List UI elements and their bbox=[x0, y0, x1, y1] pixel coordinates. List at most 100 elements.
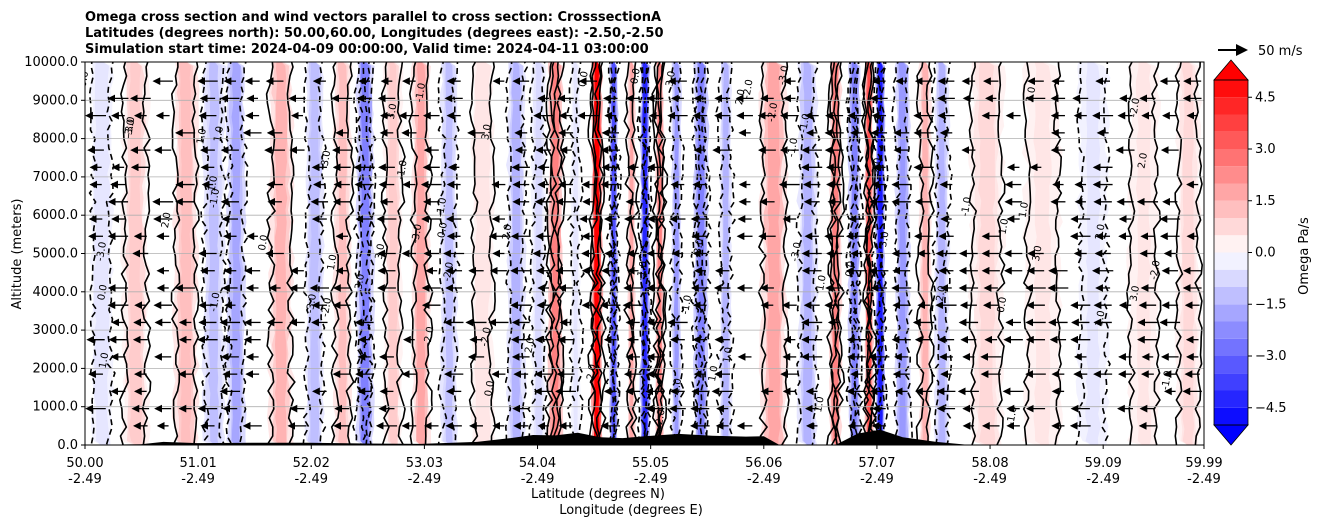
omega-contour bbox=[844, 62, 855, 445]
omega-contour bbox=[995, 62, 1006, 445]
colorbar-segment bbox=[1214, 80, 1248, 98]
contour-label: 1.0 bbox=[813, 396, 827, 414]
omega-contour bbox=[847, 62, 858, 445]
contour-label: 3.0 bbox=[1129, 285, 1143, 303]
colorbar-tick-label: −1.5 bbox=[1255, 297, 1287, 312]
contour-label: -2.0 bbox=[422, 326, 436, 347]
omega-contour bbox=[1150, 62, 1162, 445]
contour-label: 2.0 bbox=[1136, 152, 1150, 170]
x-axis-ticks: 50.00-2.4951.01-2.4952.02-2.4953.03-2.49… bbox=[66, 445, 1223, 487]
y-tick-label: 5000.0 bbox=[33, 247, 79, 262]
contour-label: 1.0 bbox=[1094, 310, 1108, 328]
contour-label: 0.0 bbox=[78, 70, 92, 88]
x-tick-label-lat: 53.03 bbox=[406, 456, 443, 471]
omega-contour bbox=[587, 62, 598, 445]
contour-label: 1.0 bbox=[195, 128, 209, 146]
y-tick-label: 8000.0 bbox=[33, 132, 79, 147]
omega-contour bbox=[519, 62, 529, 445]
omega-contour bbox=[780, 62, 790, 445]
omega-contour bbox=[810, 62, 821, 445]
contour-label: -3.0 bbox=[777, 65, 791, 86]
colorbar-segment bbox=[1214, 97, 1248, 115]
omega-contour bbox=[170, 62, 181, 445]
chart-title-line-2: Latitudes (degrees north): 50.00,60.00, … bbox=[85, 26, 664, 41]
omega-contour bbox=[238, 62, 249, 445]
omega-contour bbox=[503, 62, 513, 445]
contour-label: -1.0 bbox=[208, 188, 222, 209]
contour-labels: 0.0-2.00.0-1.0-3.02.00.02.03.01.03.02.0-… bbox=[78, 65, 1174, 427]
omega-contour bbox=[589, 62, 599, 445]
contour-label: 0.0 bbox=[436, 221, 450, 239]
colorbar-segment bbox=[1214, 149, 1248, 167]
colorbar-label: Omega Pa/s bbox=[1297, 217, 1312, 295]
contour-label: -3.0 bbox=[692, 238, 706, 259]
contour-label: 1.0 bbox=[326, 254, 340, 272]
omega-contour bbox=[544, 62, 555, 445]
omega-contour bbox=[395, 62, 406, 445]
omega-contour bbox=[612, 62, 622, 445]
colorbar-tick-label: 4.5 bbox=[1255, 90, 1276, 105]
contour-label: -3.0 bbox=[123, 116, 137, 137]
colorbar-segment bbox=[1214, 390, 1248, 408]
contour-label: -2.0 bbox=[585, 363, 599, 384]
omega-contour bbox=[701, 62, 713, 445]
x-tick-label-lon: -2.49 bbox=[634, 472, 668, 487]
x-tick-label-lat: 59.99 bbox=[1185, 456, 1222, 471]
omega-contour bbox=[302, 62, 313, 445]
omega-contour bbox=[968, 62, 978, 445]
omega-contour bbox=[699, 62, 709, 445]
contour-label: -2.0 bbox=[320, 297, 334, 318]
contour-label: -1.0 bbox=[960, 196, 974, 217]
contour-label: -2.0 bbox=[442, 261, 456, 282]
contour-label: -1.0 bbox=[206, 175, 220, 196]
omega-contour bbox=[871, 62, 882, 445]
colorbar-segment bbox=[1214, 200, 1248, 218]
colorbar-extend-min bbox=[1213, 424, 1249, 446]
plot-area: 0.0-2.00.0-1.0-3.02.00.02.03.01.03.02.0-… bbox=[78, 62, 1204, 445]
contour-label: 3.0 bbox=[386, 103, 400, 121]
colorbar-extend-max bbox=[1213, 59, 1249, 81]
omega-contour bbox=[356, 62, 367, 445]
contour-label: 3.0 bbox=[1031, 245, 1045, 263]
omega-contour bbox=[610, 62, 621, 445]
colorbar-tick-label: 1.5 bbox=[1255, 194, 1276, 209]
omega-contour bbox=[191, 62, 200, 445]
contour-label: 2.0 bbox=[654, 408, 668, 426]
y-tick-label: 9000.0 bbox=[33, 93, 79, 108]
colorbar-segment bbox=[1214, 218, 1248, 236]
contour-label: 1.0 bbox=[997, 218, 1011, 236]
omega-contour bbox=[1052, 62, 1063, 445]
contour-label: -1.0 bbox=[1005, 405, 1019, 426]
contour-label: -2.0 bbox=[741, 79, 755, 100]
chart-title-line-1: Omega cross section and wind vectors par… bbox=[85, 10, 661, 25]
colorbar-tick-label: 3.0 bbox=[1255, 142, 1276, 157]
omega-contour bbox=[942, 62, 953, 445]
omega-contour bbox=[653, 62, 663, 445]
contour-label: -1.0 bbox=[680, 294, 694, 315]
omega-contour bbox=[468, 62, 479, 445]
y-tick-label: 3000.0 bbox=[33, 323, 79, 338]
omega-contour bbox=[794, 62, 805, 445]
contour-label: 3.0 bbox=[480, 123, 494, 141]
contour-label: -3.0 bbox=[95, 241, 109, 262]
contour-label: -1.0 bbox=[670, 377, 684, 398]
x-tick-label-lat: 51.01 bbox=[180, 456, 217, 471]
colorbar-segment bbox=[1214, 373, 1248, 391]
contour-label: -2.0 bbox=[870, 157, 884, 178]
contour-label: 3.0 bbox=[878, 231, 892, 249]
contour-label: -1.0 bbox=[435, 197, 449, 218]
omega-contour bbox=[88, 62, 98, 445]
omega-contour bbox=[224, 62, 234, 445]
omega-band bbox=[828, 62, 843, 445]
contour-label: 3.0 bbox=[664, 70, 678, 88]
omega-contour bbox=[873, 62, 884, 445]
colorbar-segment bbox=[1214, 356, 1248, 374]
colorbar-segment bbox=[1214, 131, 1248, 149]
omega-contour bbox=[317, 62, 327, 445]
x-axis-label-longitude: Longitude (degrees E) bbox=[559, 503, 703, 518]
y-tick-label: 2000.0 bbox=[33, 361, 79, 376]
vector-key-label: 50 m/s bbox=[1258, 44, 1303, 59]
contour-label: 2.0 bbox=[160, 211, 174, 229]
omega-contour bbox=[566, 62, 577, 445]
y-tick-label: 0.0 bbox=[57, 438, 78, 453]
